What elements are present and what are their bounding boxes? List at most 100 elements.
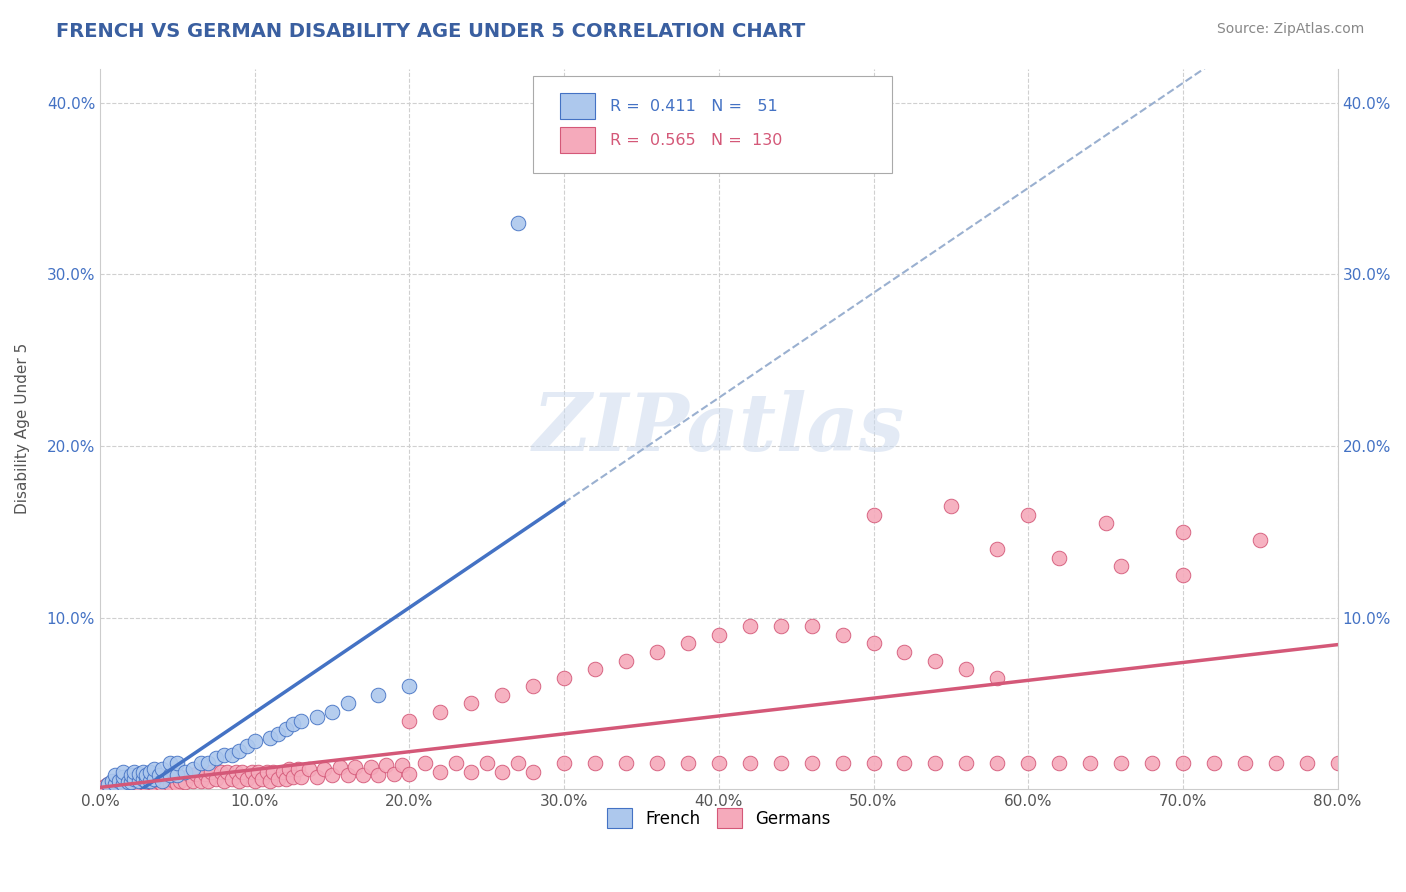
Point: [243, 773, 266, 788]
Point: [329, 760, 352, 774]
Point: [460, 765, 482, 780]
Point: [676, 756, 699, 771]
Point: [184, 766, 207, 780]
Point: [181, 762, 204, 776]
Point: [209, 765, 232, 780]
Point: [893, 645, 915, 659]
Point: [135, 773, 157, 788]
Point: [221, 747, 243, 762]
Point: [831, 628, 853, 642]
Point: [225, 765, 247, 780]
Point: [132, 775, 155, 789]
Point: [283, 717, 305, 731]
Text: Source: ZipAtlas.com: Source: ZipAtlas.com: [1216, 22, 1364, 37]
Point: [1295, 756, 1317, 771]
Point: [413, 756, 436, 771]
Point: [707, 628, 730, 642]
Point: [1171, 524, 1194, 539]
Point: [138, 775, 160, 789]
Point: [107, 777, 129, 791]
Point: [122, 775, 145, 789]
Point: [190, 756, 212, 771]
Point: [1202, 756, 1225, 771]
Point: [398, 714, 420, 728]
Point: [128, 777, 150, 791]
Point: [104, 773, 127, 788]
Point: [676, 636, 699, 650]
Point: [277, 762, 299, 776]
Point: [1171, 756, 1194, 771]
Point: [150, 762, 173, 776]
Point: [614, 756, 637, 771]
Point: [862, 508, 884, 522]
Point: [128, 772, 150, 786]
Point: [97, 777, 120, 791]
Point: [1249, 533, 1271, 548]
Point: [367, 688, 389, 702]
Point: [197, 756, 219, 771]
Point: [614, 653, 637, 667]
Point: [163, 773, 186, 788]
Point: [112, 765, 135, 780]
Point: [522, 765, 544, 780]
Point: [862, 636, 884, 650]
Point: [298, 762, 321, 776]
Point: [159, 770, 181, 784]
Point: [1264, 756, 1286, 771]
Point: [169, 773, 191, 788]
Point: [314, 762, 336, 776]
Point: [522, 679, 544, 693]
Point: [321, 768, 343, 782]
Point: [221, 772, 243, 786]
Point: [120, 768, 142, 782]
Point: [1017, 756, 1039, 771]
FancyBboxPatch shape: [533, 76, 891, 173]
Point: [143, 777, 166, 791]
Point: [128, 773, 150, 788]
Text: R =  0.411   N =   51: R = 0.411 N = 51: [610, 99, 778, 114]
Point: [1017, 508, 1039, 522]
Point: [143, 772, 166, 786]
Point: [1078, 756, 1101, 771]
Point: [236, 739, 259, 754]
Point: [344, 760, 367, 774]
Point: [267, 772, 290, 786]
Point: [135, 770, 157, 784]
Point: [583, 662, 606, 676]
Point: [1109, 559, 1132, 574]
Point: [166, 777, 188, 791]
Point: [444, 756, 467, 771]
Point: [174, 775, 197, 789]
Point: [107, 773, 129, 788]
Point: [166, 768, 188, 782]
Point: [97, 777, 120, 791]
Point: [236, 772, 259, 786]
Point: [583, 756, 606, 771]
Point: [382, 766, 405, 780]
Point: [986, 756, 1008, 771]
Point: [893, 756, 915, 771]
Point: [243, 734, 266, 748]
Point: [190, 773, 212, 788]
Point: [986, 671, 1008, 685]
Point: [1047, 756, 1070, 771]
Point: [150, 770, 173, 784]
Point: [336, 697, 359, 711]
Point: [391, 758, 413, 772]
Point: [1326, 756, 1348, 771]
Point: [128, 766, 150, 780]
Legend: French, Germans: French, Germans: [600, 801, 838, 835]
Point: [305, 710, 328, 724]
Point: [429, 765, 451, 780]
Point: [159, 768, 181, 782]
Point: [274, 772, 297, 786]
Point: [148, 775, 170, 789]
Point: [1047, 550, 1070, 565]
Point: [112, 777, 135, 791]
Point: [831, 756, 853, 771]
Y-axis label: Disability Age Under 5: Disability Age Under 5: [15, 343, 30, 515]
Point: [101, 773, 124, 788]
Point: [645, 645, 668, 659]
Point: [150, 773, 173, 788]
Point: [246, 765, 269, 780]
